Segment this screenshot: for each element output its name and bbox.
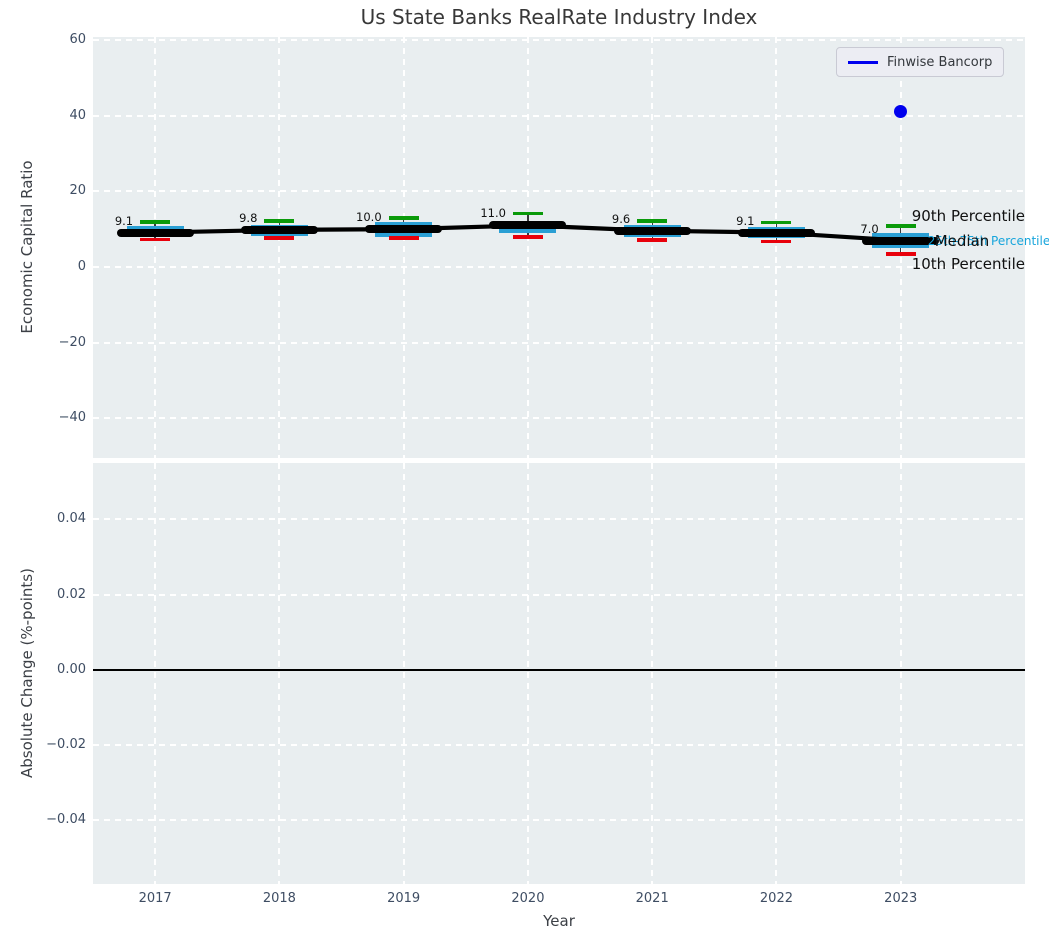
gridline-vertical bbox=[402, 37, 405, 458]
whisker-cap-10th bbox=[264, 236, 295, 240]
y-tick-label: 0.00 bbox=[57, 661, 86, 677]
gridline-vertical bbox=[154, 37, 157, 458]
gridline-horizontal bbox=[93, 114, 1025, 117]
x-axis-label: Year bbox=[543, 912, 575, 930]
y-tick-label: −40 bbox=[58, 410, 86, 426]
gridline-horizontal bbox=[93, 190, 1025, 193]
gridline-vertical bbox=[402, 463, 405, 884]
x-tick-label: 2019 bbox=[387, 891, 421, 906]
bottom-axes bbox=[93, 463, 1025, 884]
whisker-cap-10th bbox=[140, 237, 171, 242]
median-marker bbox=[240, 225, 318, 234]
gridline-horizontal bbox=[93, 341, 1025, 344]
gridline-vertical bbox=[899, 463, 902, 884]
median-marker bbox=[489, 221, 567, 230]
top-axes bbox=[93, 37, 1025, 458]
y-tick-label: 0.04 bbox=[57, 511, 86, 527]
y-tick-label: 20 bbox=[69, 183, 86, 199]
median-marker bbox=[613, 226, 691, 235]
y-tick-label: −0.04 bbox=[46, 812, 86, 828]
median-marker bbox=[862, 236, 940, 245]
x-tick-label: 2022 bbox=[759, 891, 793, 906]
whisker-cap-10th bbox=[388, 236, 419, 240]
median-marker bbox=[365, 225, 443, 234]
gridline-vertical bbox=[651, 463, 654, 884]
whisker-cap-10th bbox=[761, 239, 792, 243]
whisker-cap-90th bbox=[637, 219, 668, 223]
whisker-cap-90th bbox=[140, 220, 171, 224]
x-tick-label: 2020 bbox=[511, 891, 545, 906]
annotation-25-75-percentile: 25th-75th Percentile bbox=[927, 233, 1049, 248]
gridline-horizontal bbox=[93, 39, 1025, 42]
y-tick-label: −0.02 bbox=[46, 736, 86, 752]
whisker-cap-90th bbox=[388, 216, 419, 220]
x-tick-label: 2017 bbox=[138, 891, 172, 906]
gridline-vertical bbox=[775, 37, 778, 458]
whisker-cap-10th bbox=[512, 235, 543, 239]
y-tick-label: 0 bbox=[77, 258, 86, 274]
y-tick-label: 60 bbox=[69, 32, 86, 48]
gridline-horizontal bbox=[93, 593, 1025, 596]
x-tick-label: 2021 bbox=[635, 891, 669, 906]
median-value-label: 9.1 bbox=[736, 213, 755, 228]
median-value-label: 9.1 bbox=[114, 213, 134, 228]
annotation-10th-percentile: 10th Percentile bbox=[911, 255, 1025, 274]
whisker-cap-10th bbox=[637, 238, 668, 242]
x-tick-label: 2023 bbox=[884, 891, 918, 906]
legend: Finwise Bancorp bbox=[836, 47, 1005, 77]
gridline-vertical bbox=[651, 37, 654, 458]
median-value-label: 9.6 bbox=[611, 211, 631, 226]
gridline-horizontal bbox=[93, 265, 1025, 268]
median-line bbox=[155, 223, 901, 243]
gridline-vertical bbox=[278, 463, 281, 884]
median-value-label: 7.0 bbox=[860, 221, 879, 236]
y-tick-label: 0.02 bbox=[57, 586, 86, 602]
whisker-cap-10th bbox=[885, 252, 916, 256]
median-value-label: 11.0 bbox=[480, 206, 506, 221]
gridline-vertical bbox=[154, 463, 157, 884]
gridline-horizontal bbox=[93, 743, 1025, 746]
median-marker bbox=[737, 228, 815, 237]
gridline-horizontal bbox=[93, 518, 1025, 521]
x-tick-label: 2018 bbox=[262, 891, 296, 906]
gridline-vertical bbox=[526, 37, 529, 458]
legend-label: Finwise Bancorp bbox=[887, 54, 993, 70]
zero-line bbox=[93, 668, 1025, 671]
median-value-label: 9.8 bbox=[239, 210, 258, 225]
legend-line-sample bbox=[848, 60, 878, 64]
finwise-bancorp-point bbox=[894, 105, 908, 119]
y-tick-label: −20 bbox=[58, 334, 86, 350]
gridline-vertical bbox=[775, 463, 778, 884]
gridline-horizontal bbox=[93, 417, 1025, 420]
annotation-median: Median bbox=[934, 232, 990, 250]
whisker-cap-90th bbox=[761, 220, 792, 225]
annotation-90th-percentile: 90th Percentile bbox=[911, 207, 1025, 226]
whisker-cap-90th bbox=[512, 211, 543, 216]
chart-title: Us State Banks RealRate Industry Index bbox=[360, 5, 758, 29]
gridline-horizontal bbox=[93, 819, 1025, 822]
y-tick-label: 40 bbox=[69, 107, 86, 123]
whisker-cap-90th bbox=[885, 224, 916, 228]
gridline-vertical bbox=[526, 463, 529, 884]
median-marker bbox=[116, 228, 194, 237]
median-value-label: 10.0 bbox=[356, 210, 382, 225]
gridline-vertical bbox=[278, 37, 281, 458]
whisker-cap-90th bbox=[264, 219, 295, 223]
